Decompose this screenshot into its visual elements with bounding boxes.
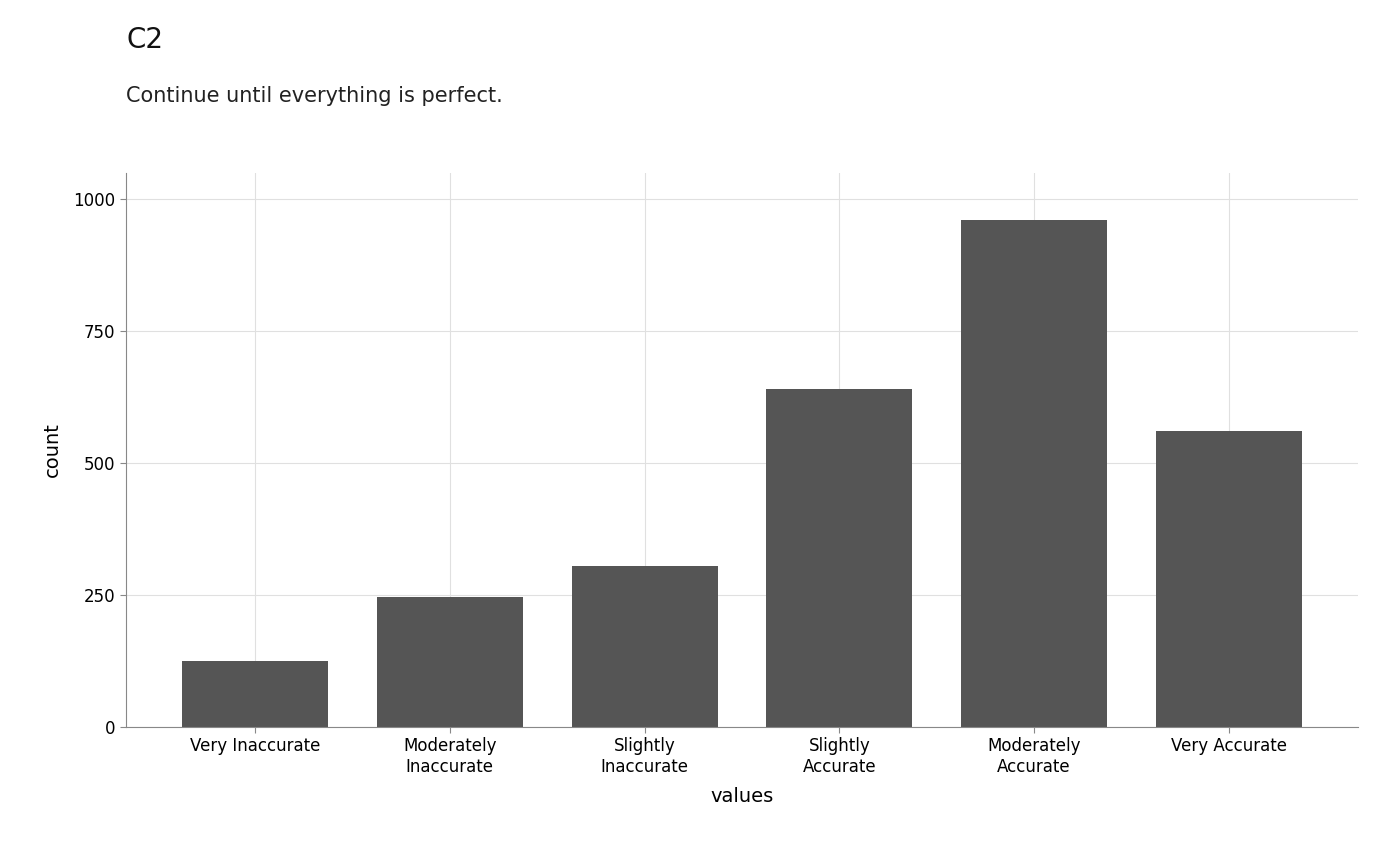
Text: C2: C2 (126, 26, 162, 54)
Text: Continue until everything is perfect.: Continue until everything is perfect. (126, 86, 503, 106)
Bar (1156, 432, 1302, 727)
Bar (571, 566, 718, 727)
Bar (766, 389, 913, 727)
Bar (182, 661, 328, 727)
Y-axis label: count: count (43, 422, 63, 477)
Bar (377, 598, 522, 727)
X-axis label: values: values (710, 787, 774, 806)
Bar (962, 221, 1107, 727)
